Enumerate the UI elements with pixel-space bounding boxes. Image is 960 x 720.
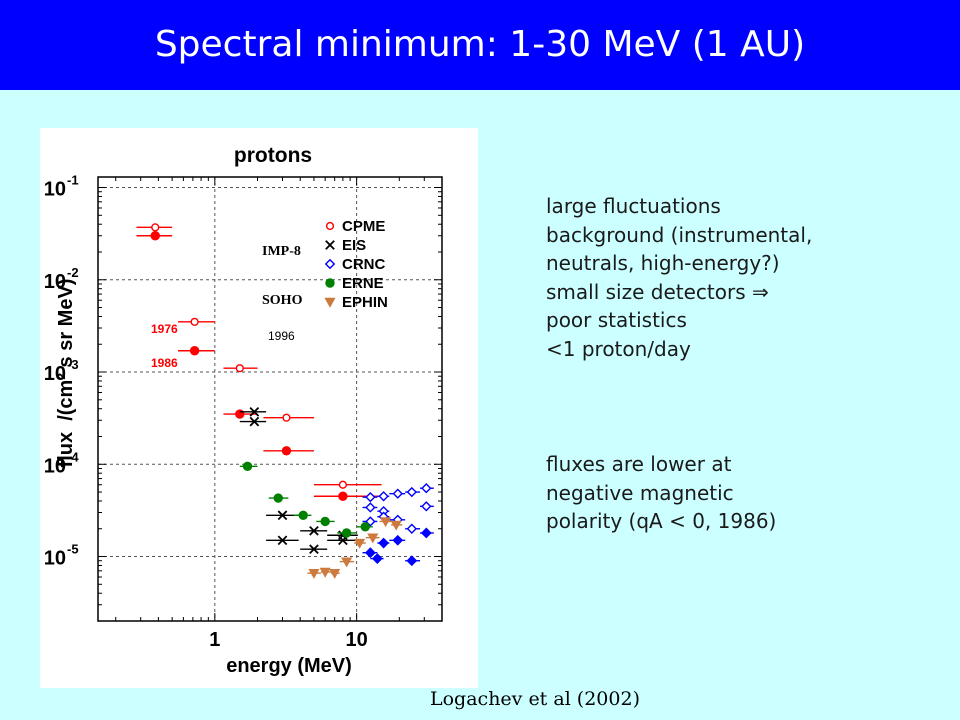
erne-point (320, 516, 330, 527)
ephin-point (380, 517, 392, 528)
x-tick-label: 1 (209, 629, 220, 651)
y-tick-label: 10 (44, 548, 66, 570)
eis-point (309, 544, 319, 555)
y-tick-label: 10 (44, 271, 66, 293)
eis-point (309, 525, 319, 536)
erne-point (242, 461, 253, 472)
cpme-point (151, 223, 160, 232)
crnc-point (406, 486, 418, 498)
cpme-point (190, 317, 199, 326)
ephin-point (308, 568, 320, 579)
eis-point (277, 510, 288, 521)
grid (98, 177, 442, 621)
note-line: large fluctuations (546, 194, 721, 218)
plot-frame (97, 176, 443, 622)
legend-label-cpme: CPME (342, 218, 385, 235)
crnc-1986-point (378, 537, 390, 549)
ephin-point (329, 568, 341, 579)
chart-panel: 1 10 10 -1 10 -2 10 -3 10 -4 10 -5 CPME EIS CRNC ERNE E… (40, 128, 478, 688)
crnc-point (378, 491, 389, 502)
crnc-point (421, 501, 432, 512)
crnc-point (406, 523, 418, 534)
y-tick-label: 10 (44, 455, 66, 477)
legend-marker-erne (325, 278, 335, 288)
chart-title: protons (234, 144, 312, 167)
crnc-1986-point (364, 547, 376, 559)
ephin-point (341, 557, 353, 568)
note-line: fluxes are lower at (546, 452, 732, 476)
crnc-point (392, 488, 403, 499)
ephin-point (319, 567, 331, 578)
y-tick-exponent: -5 (67, 542, 79, 557)
crnc-1986-point (392, 534, 404, 546)
ephin-point (367, 533, 379, 544)
x-axis-label: energy (MeV) (226, 655, 352, 677)
legend-group-imp8: IMP-8 (262, 244, 301, 259)
crnc-point (365, 516, 376, 527)
y-axis-label: flux /(cm² s sr MeV) (55, 279, 77, 468)
note-line: polarity (qA < 0, 1986) (546, 509, 777, 533)
eis-point (249, 416, 260, 427)
notes-group-2: fluxes are lower at negative magnetic po… (546, 450, 946, 536)
erne-point (360, 522, 370, 532)
legend-label-ephin: EPHIN (342, 294, 388, 311)
data-marks (136, 223, 434, 579)
y-tick-exponent: -1 (67, 173, 79, 188)
y-tick-exponent: -4 (67, 449, 79, 464)
crnc-1986-point (420, 527, 432, 539)
legend-marker-eis (325, 240, 335, 250)
cpme-point (282, 413, 291, 422)
legend-marker-cpme (325, 221, 335, 231)
y-tick-exponent: -3 (67, 357, 79, 372)
x-tick-label: 10 (346, 629, 368, 651)
note-line: background (instrumental, (546, 222, 813, 247)
y-tick-exponent: -2 (67, 265, 79, 280)
citation: Logachev et al (2002) (430, 688, 640, 710)
cpme-1986-point (150, 231, 160, 241)
legend-marker-crnc (324, 258, 336, 270)
note-line: small size detectors ⇒ (546, 279, 769, 304)
eis-point (277, 535, 288, 546)
legend-label-crnc: CRNC (342, 256, 385, 273)
legend-group-soho: SOHO (262, 293, 303, 308)
annotation-1996: 1996 (268, 329, 295, 343)
crnc-point (365, 491, 376, 503)
annotation-1986: 1986 (151, 356, 178, 370)
cpme-1986-point (338, 491, 348, 501)
cpme-1986-point (281, 446, 292, 456)
legend: CPME EIS CRNC ERNE EPHIN (324, 218, 388, 311)
crnc-1986-point (371, 553, 383, 564)
eis-point (249, 407, 260, 417)
annotation-1976: 1976 (151, 322, 178, 336)
ephin-point (354, 538, 366, 549)
y-tick-label: 10 (44, 179, 66, 201)
title-bar (0, 0, 960, 90)
legend-label-eis: EIS (342, 237, 366, 254)
notes-group-1: large fluctuations background (instrumen… (546, 192, 946, 363)
crnc-point (421, 483, 432, 494)
cpme-1986-point (189, 346, 200, 356)
y-tick-label: 10 (44, 363, 66, 385)
note-line: poor statistics (546, 308, 687, 332)
legend-marker-ephin (324, 297, 336, 308)
erne-point (273, 493, 283, 503)
slide-title: Spectral minimum: 1-30 MeV (1 AU) (154, 24, 806, 65)
ephin-point (390, 520, 402, 531)
note-line: <1 proton/day (546, 336, 691, 361)
erne-point (341, 528, 352, 538)
crnc-point (365, 502, 376, 513)
crnc-1986-point (406, 555, 418, 567)
cpme-point (338, 480, 347, 489)
legend-label-erne: ERNE (342, 275, 384, 292)
erne-point (298, 510, 308, 520)
note-line: neutrals, high-energy?) (546, 251, 780, 275)
cpme-point (235, 364, 244, 373)
note-line: negative magnetic (546, 480, 734, 505)
cpme-1986-point (235, 409, 245, 419)
